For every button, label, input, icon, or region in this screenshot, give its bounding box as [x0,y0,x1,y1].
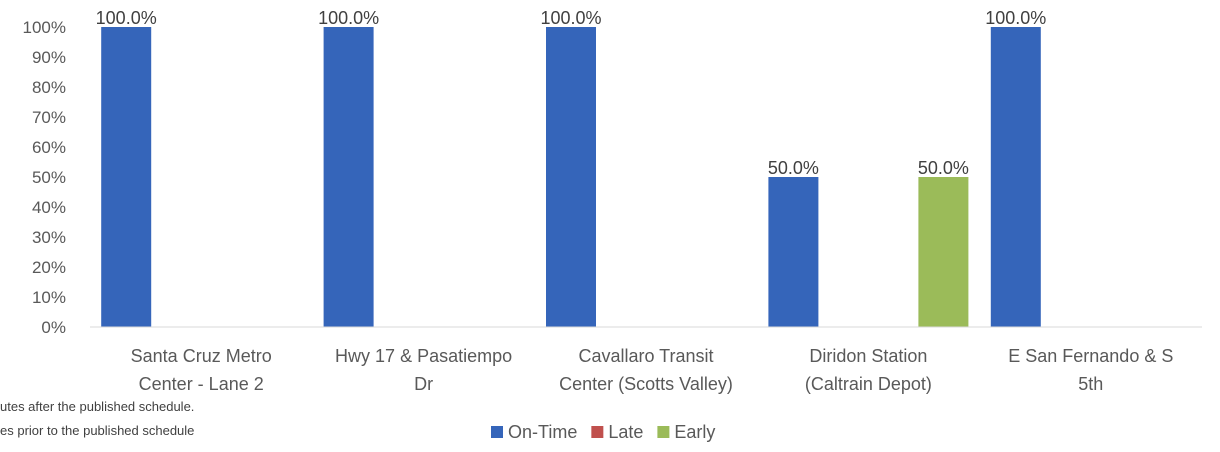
legend-swatch-late [591,426,604,438]
category-label: Santa Cruz Metro Center - Lane 2 [131,346,272,394]
y-tick-label: 100% [23,18,66,37]
category-label-line: Hwy 17 & Pasatiempo [335,346,512,366]
footnote-late: utes after the published schedule. [0,399,195,414]
category-label-line: Dr [414,374,433,394]
legend-label-late: Late [608,422,643,442]
category-labels: Santa Cruz Metro Center - Lane 2 Hwy 17 & … [131,346,1174,394]
y-tick-label: 10% [32,288,66,307]
bar-early [918,177,969,327]
y-tick-label: 50% [32,168,66,187]
y-tick-label: 20% [32,258,66,277]
data-label: 50.0% [768,158,819,178]
legend-swatch-on-time [491,426,503,438]
category-label: Cavallaro Transit Center (Scotts Valley) [559,346,733,394]
category-label: E San Fernando & S 5th [1008,346,1173,394]
y-tick-label: 0% [41,318,66,337]
y-tick-label: 90% [32,48,66,67]
footnote-early: es prior to the published schedule [0,423,195,438]
category-label-line: Santa Cruz Metro [131,346,272,366]
bar-on-time [768,177,819,327]
legend-label-early: Early [674,422,715,442]
data-label: 100.0% [96,8,157,28]
legend-label-on-time: On-Time [508,422,577,442]
category-label-line: Center - Lane 2 [139,374,264,394]
bar-on-time [546,27,596,327]
data-label: 100.0% [985,8,1046,28]
y-tick-label: 80% [32,78,66,97]
bar-on-time [990,27,1041,327]
category-label-line: E San Fernando & S [1008,346,1173,366]
legend-swatch-early [657,426,670,438]
data-label: 50.0% [918,158,969,178]
legend: On-Time Late Early [491,422,715,442]
y-tick-label: 70% [32,108,66,127]
y-tick-label: 30% [32,228,66,247]
data-labels: 100.0% 100.0% 100.0% 50.0% 50.0% 100.0% [96,8,1047,178]
category-label: Diridon Station (Caltrain Depot) [805,346,932,394]
bars [101,27,1041,327]
category-label-line: Center (Scotts Valley) [559,374,733,394]
category-label-line: (Caltrain Depot) [805,374,932,394]
category-label: Hwy 17 & Pasatiempo Dr [335,346,512,394]
bar-on-time [323,27,374,327]
data-label: 100.0% [318,8,379,28]
y-tick-label: 40% [32,198,66,217]
category-label-line: Cavallaro Transit [578,346,713,366]
category-label-line: 5th [1078,374,1103,394]
category-label-line: Diridon Station [809,346,927,366]
y-axis: 0% 10% 20% 30% 40% 50% 60% 70% 80% 90% 100% [23,18,66,337]
data-label: 100.0% [540,8,601,28]
y-tick-label: 60% [32,138,66,157]
bar-on-time [101,27,152,327]
